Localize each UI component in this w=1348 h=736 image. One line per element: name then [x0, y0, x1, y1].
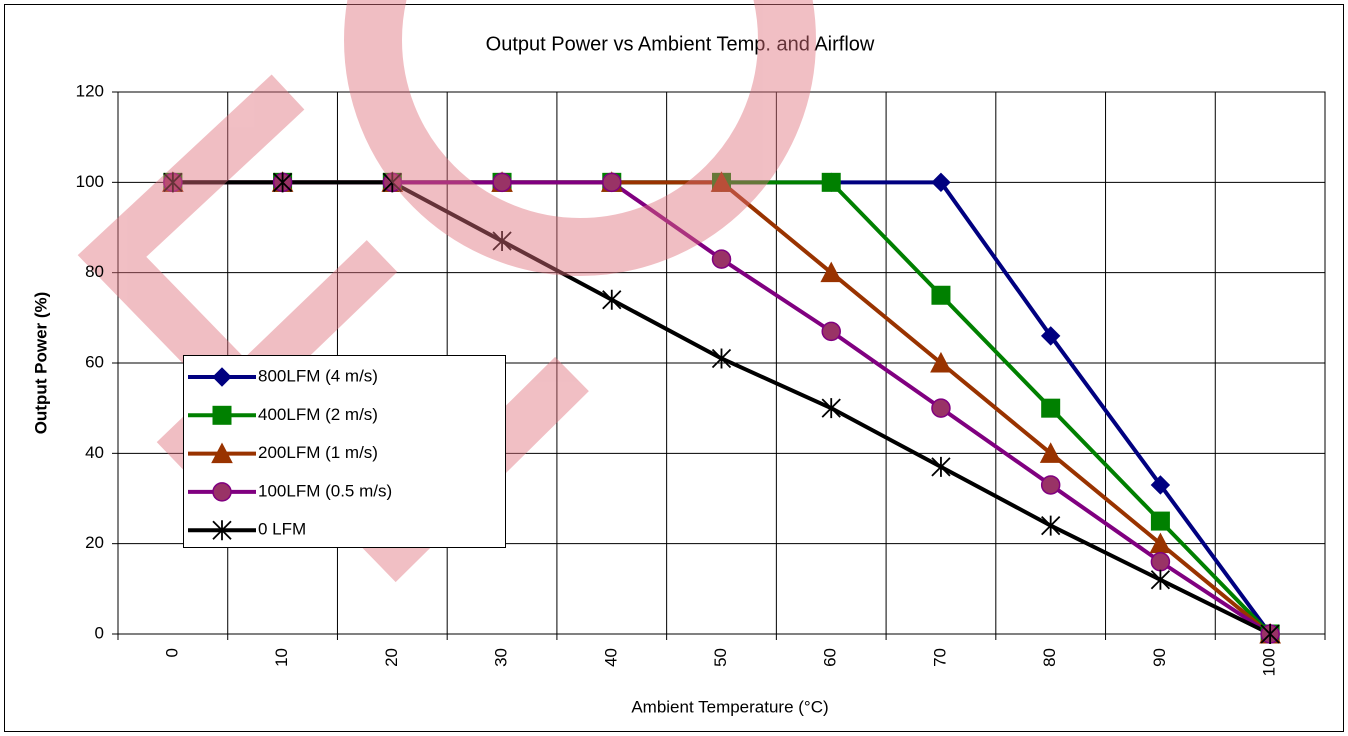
marker: [602, 289, 622, 310]
legend-label: 0 LFM: [258, 520, 306, 539]
marker: [821, 321, 841, 342]
marker: [931, 456, 951, 477]
marker: [931, 285, 951, 305]
marker: [492, 172, 512, 193]
legend-label: 800LFM (4 m/s): [258, 366, 378, 385]
marker: [821, 398, 841, 419]
marker: [711, 348, 732, 369]
marker: [1150, 551, 1171, 572]
marker: [212, 367, 232, 387]
legend-label: 200LFM (1 m/s): [258, 443, 378, 462]
marker: [821, 172, 841, 192]
marker: [212, 405, 232, 425]
marker: [211, 442, 233, 464]
x-tick-label: 100: [1260, 648, 1279, 676]
y-tick-label: 0: [95, 623, 104, 642]
x-tick-label: 60: [821, 648, 840, 667]
plot-border: [117, 91, 1326, 635]
y-tick-label: 100: [76, 172, 104, 191]
marker: [820, 261, 843, 283]
x-tick-label: 80: [1040, 648, 1059, 667]
x-axis-title: Ambient Temperature (°C): [631, 697, 828, 716]
x-tick-label: 40: [601, 648, 620, 667]
x-tick-label: 10: [272, 648, 291, 667]
marker: [602, 172, 622, 193]
y-tick-label: 20: [85, 533, 104, 552]
marker: [212, 482, 232, 502]
x-tick-label: 50: [711, 648, 730, 667]
marker: [1040, 326, 1061, 346]
marker: [272, 172, 293, 193]
marker: [1150, 511, 1170, 531]
x-tick-label: 90: [1150, 648, 1169, 667]
marker: [163, 172, 183, 193]
chart-title: Output Power vs Ambient Temp. and Airflo…: [486, 33, 875, 55]
legend-label: 400LFM (2 m/s): [258, 405, 378, 424]
marker: [1041, 398, 1061, 418]
y-axis-title: Output Power (%): [31, 292, 50, 435]
marker: [1039, 442, 1062, 463]
legend-box: [183, 355, 506, 548]
y-tick-label: 40: [85, 443, 104, 462]
marker: [1040, 475, 1061, 495]
x-tick-label: 30: [492, 648, 511, 667]
marker: [1150, 475, 1171, 495]
marker: [711, 249, 732, 269]
legend: 800LFM (4 m/s) 400LFM (2 m/s) 200LFM (1 m/…: [183, 355, 506, 548]
y-tick-label: 80: [85, 262, 104, 281]
x-tick-label: 20: [382, 648, 401, 667]
y-tick-label: 60: [85, 352, 104, 371]
marker: [710, 171, 733, 192]
marker: [1260, 624, 1280, 644]
marker: [1150, 569, 1171, 590]
marker: [931, 172, 951, 193]
plot-area: [112, 91, 1326, 644]
marker: [930, 351, 952, 373]
marker: [382, 172, 402, 193]
marker: [1041, 515, 1061, 536]
legend-label: 100LFM (0.5 m/s): [258, 481, 392, 500]
x-tick-label: 70: [930, 648, 949, 667]
marker: [492, 231, 512, 252]
x-tick-label: 0: [162, 648, 181, 657]
marker: [931, 398, 951, 418]
y-tick-label: 120: [76, 81, 104, 100]
marker: [212, 520, 232, 541]
